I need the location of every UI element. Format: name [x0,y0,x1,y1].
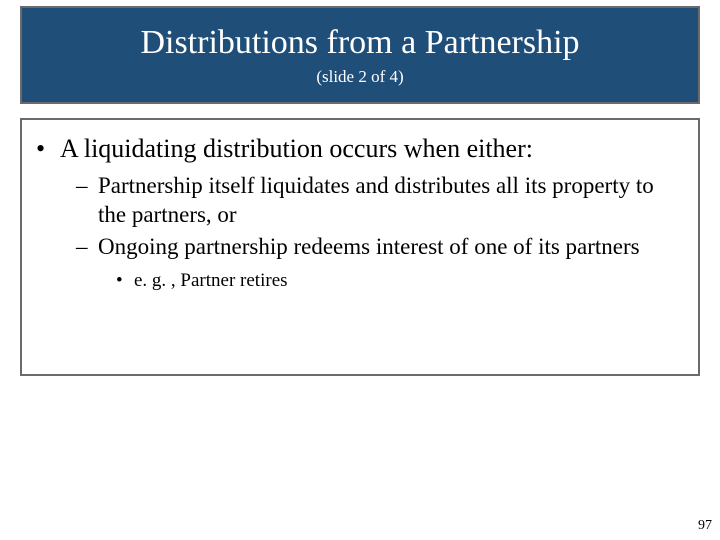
slide: Distributions from a Partnership (slide … [0,0,720,540]
bullet-level2: – Partnership itself liquidates and dist… [76,172,684,230]
bullet-text: A liquidating distribution occurs when e… [60,134,533,164]
slide-title: Distributions from a Partnership [140,23,579,62]
subpoint-text: Ongoing partnership redeems interest of … [98,233,640,262]
bullet-level1: • A liquidating distribution occurs when… [36,134,684,164]
bullet-level2: – Ongoing partnership redeems interest o… [76,233,684,262]
subpoint-text: Partnership itself liquidates and distri… [98,172,684,230]
dash-icon: – [76,233,98,262]
bullet-icon: • [116,270,134,293]
slide-body-box: • A liquidating distribution occurs when… [20,118,700,376]
example-text: e. g. , Partner retires [134,270,288,293]
dash-icon: – [76,172,98,230]
slide-title-box: Distributions from a Partnership (slide … [20,6,700,104]
bullet-icon: • [36,134,60,164]
bullet-level3: • e. g. , Partner retires [116,270,684,293]
page-number: 97 [698,518,712,534]
slide-subtitle: (slide 2 of 4) [316,67,403,87]
